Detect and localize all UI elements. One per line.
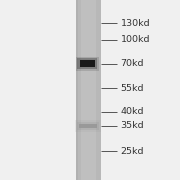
Text: 130kd: 130kd [121,19,150,28]
Text: 70kd: 70kd [121,59,144,68]
Bar [77,58,97,69]
Text: 35kd: 35kd [121,122,144,130]
Bar [76,57,99,71]
Bar [76,0,101,180]
Bar [76,0,78,180]
Bar [79,124,97,128]
Text: 55kd: 55kd [121,84,144,93]
Bar [77,122,99,130]
Text: 25kd: 25kd [121,147,144,156]
Bar [81,0,96,180]
Text: 100kd: 100kd [121,35,150,44]
Bar [75,120,101,132]
Bar [80,60,95,67]
Text: 40kd: 40kd [121,107,144,116]
